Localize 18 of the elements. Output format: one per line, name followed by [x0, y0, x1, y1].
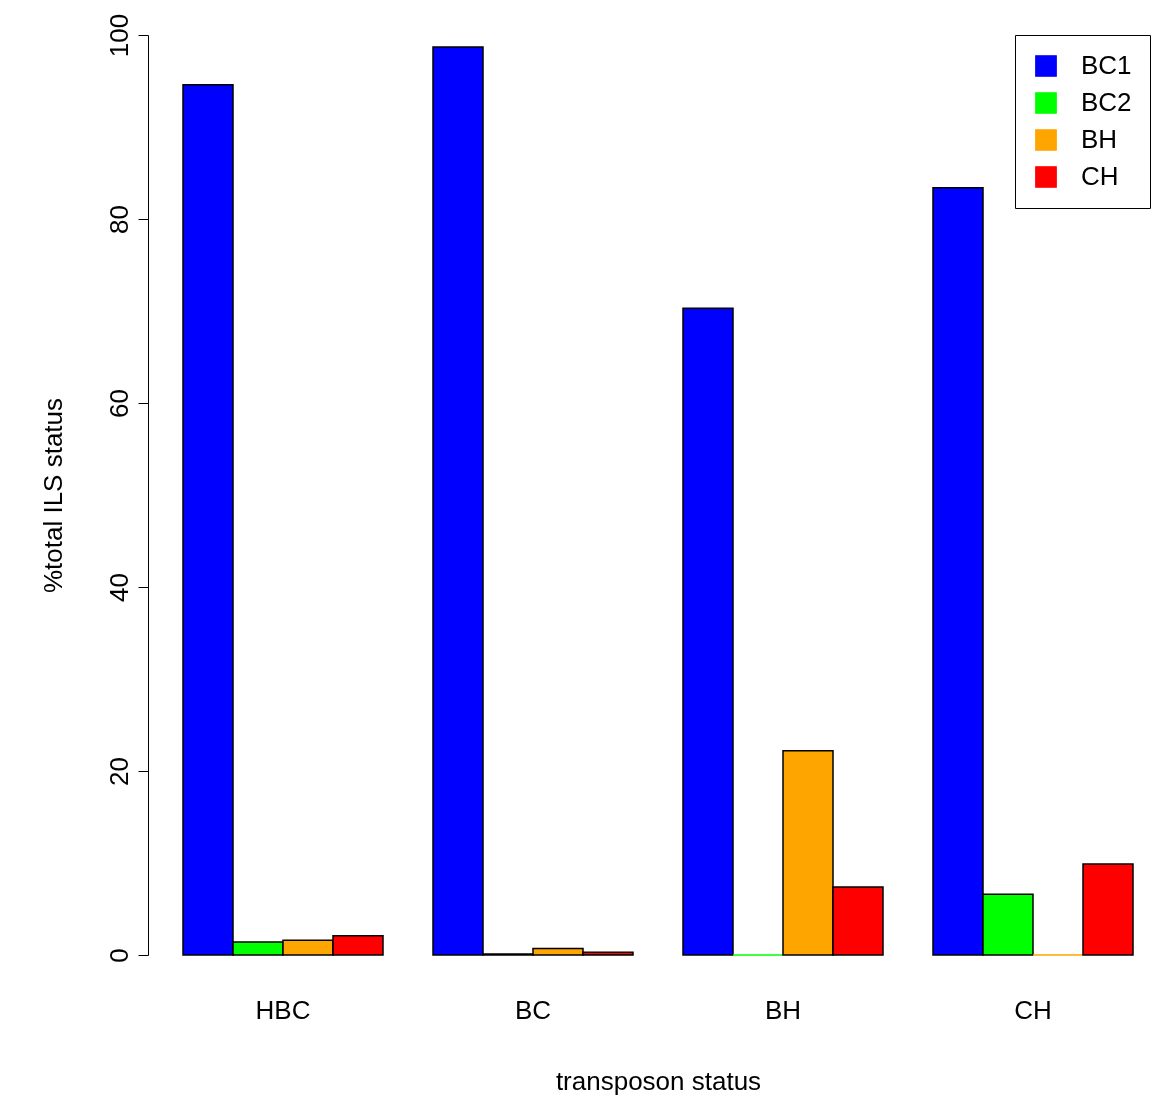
x-tick-label: BH — [764, 994, 802, 1025]
x-tick-label: CH — [1014, 994, 1052, 1025]
x-axis-title: transposon status — [555, 1065, 762, 1095]
legend-label: BC1 — [1081, 50, 1132, 80]
x-tick-label: HBC — [255, 994, 311, 1025]
y-tick-label: 40 — [103, 573, 134, 602]
y-tick-label: 0 — [103, 948, 134, 963]
y-axis-title: %total ILS status — [37, 397, 68, 594]
legend-label: BH — [1081, 124, 1118, 154]
y-tick-label: 100 — [103, 13, 134, 58]
y-tick-label: 20 — [103, 757, 134, 786]
x-tick-label: BC — [514, 994, 552, 1025]
legend-label: CH — [1081, 161, 1119, 191]
legend-label: BC2 — [1081, 87, 1132, 117]
y-tick-label: 80 — [103, 205, 134, 234]
y-tick-label: 60 — [103, 389, 134, 418]
bar — [682, 307, 734, 956]
bar — [1082, 863, 1134, 956]
